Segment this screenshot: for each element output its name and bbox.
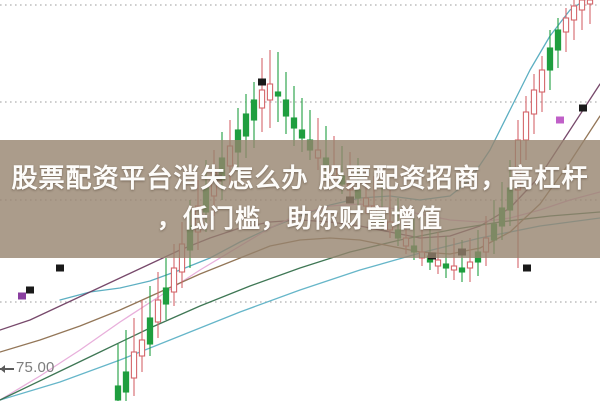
promo-text-banner: 股票配资平台消失怎么办 股票配资招商，高杠杆 ，低门槛，助你财富增值 — [0, 140, 600, 258]
price-axis-label: 75.00 — [16, 359, 55, 376]
promo-headline-line-1: 股票配资平台消失怎么办 股票配资招商，高杠杆 — [11, 164, 589, 194]
price-axis-tick-arrow-icon — [0, 365, 14, 373]
promo-headline-line-2: ，低门槛，助你财富增值 — [156, 204, 443, 233]
